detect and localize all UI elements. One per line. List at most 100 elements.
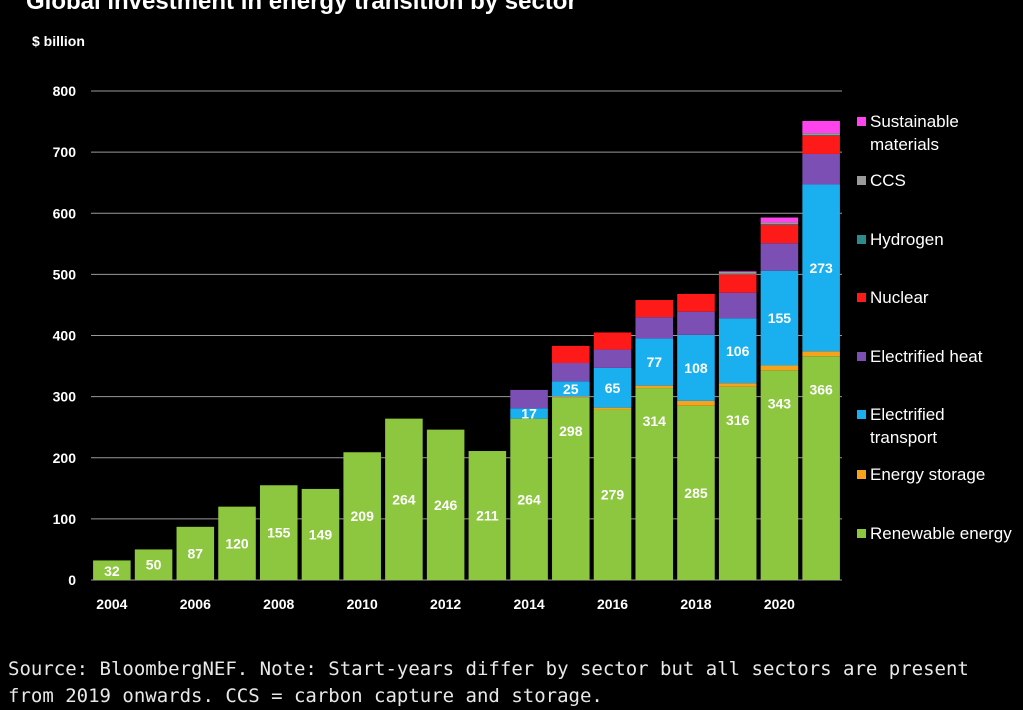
bar-segment — [760, 370, 799, 580]
bar-segment — [301, 488, 340, 580]
legend-item: CCS — [857, 171, 906, 190]
data-label: 366 — [809, 381, 833, 397]
y-tick-label: 200 — [53, 450, 77, 466]
data-label: 106 — [726, 343, 750, 359]
bar-segment — [802, 135, 840, 136]
bar-segment — [677, 400, 715, 406]
data-label: 343 — [768, 395, 792, 411]
bar-segment — [802, 184, 840, 352]
legend-swatch — [857, 235, 866, 244]
legend-label-line: Nuclear — [870, 288, 929, 307]
data-label: 314 — [643, 413, 667, 429]
legend-label: Electrified transport — [870, 405, 945, 447]
bar-segment — [760, 365, 799, 371]
bar-segment — [677, 311, 715, 335]
data-label: 50 — [146, 557, 162, 573]
legend-item: Hydrogen — [857, 230, 944, 249]
bar-segment — [343, 452, 381, 580]
legend-swatch — [857, 352, 866, 361]
data-label: 264 — [517, 491, 541, 507]
data-label: 264 — [392, 491, 416, 507]
legend-label: Sustainable materials — [870, 112, 959, 154]
data-label: 298 — [559, 423, 583, 439]
x-tick-label: 2018 — [680, 596, 711, 612]
y-tick-label: 300 — [53, 389, 77, 405]
x-tick-label: 2012 — [430, 596, 461, 612]
y-axis-ticks: 0 100 200 300 400 500 600 700 800 — [53, 83, 77, 588]
bar-segment — [635, 317, 674, 339]
bar-segment — [93, 560, 131, 580]
bar-segment — [677, 405, 715, 580]
x-axis-ticks: 2004 2006 2008 2010 2012 2014 2016 2018 2020 — [96, 596, 795, 612]
bar-segment — [593, 409, 632, 580]
bar-segment — [176, 526, 215, 580]
legend-item: Energy storage — [857, 465, 985, 484]
legend-label: Nuclear — [870, 288, 929, 307]
legend-item: Electrified transport — [857, 405, 945, 447]
x-tick-label: 2006 — [180, 596, 211, 612]
bar-segment — [510, 389, 548, 409]
bar-segment — [802, 356, 840, 580]
legend-swatch — [857, 410, 866, 419]
bar-segment — [760, 270, 799, 366]
bar-segment — [635, 300, 674, 318]
legend-label-line: Sustainable — [870, 112, 959, 131]
bar-segment — [510, 408, 548, 419]
legend-swatch — [857, 470, 866, 479]
x-tick-label: 2020 — [764, 596, 795, 612]
data-label: 285 — [684, 485, 708, 501]
bar-segment — [552, 381, 590, 397]
bar-segment — [718, 386, 757, 580]
x-tick-label: 2016 — [597, 596, 628, 612]
bar-segment — [760, 243, 799, 271]
y-axis-unit-label: $ billion — [32, 33, 85, 49]
data-label: 120 — [225, 535, 249, 551]
legend-swatch — [857, 293, 866, 302]
x-tick-label: 2004 — [96, 596, 127, 612]
bar-segment — [718, 271, 757, 272]
bar-segment — [593, 407, 632, 410]
chart-title: Global investment in energy transition b… — [26, 0, 577, 15]
legend-label: Energy storage — [870, 465, 985, 484]
x-tick-label: 2008 — [263, 596, 294, 612]
legend-label-line: Hydrogen — [870, 230, 944, 249]
legend-item: Sustainable materials — [857, 112, 959, 154]
data-label: 209 — [351, 508, 375, 524]
data-labels: 32 50 87 120 155 149 209 264 246 211 264 17 298 25 279… — [104, 260, 833, 579]
legend: Sustainable materials CCS Hydrogen Nuclear El… — [857, 112, 1012, 543]
stacked-bar-chart: $ billion 0 100 200 300 400 500 600 700 800 32 50… — [32, 33, 1012, 612]
bar-segment — [593, 367, 632, 408]
data-label: 25 — [563, 381, 579, 397]
legend-label-line: Electrified heat — [870, 347, 983, 366]
bar-segment — [760, 224, 799, 244]
legend-label-line: CCS — [870, 171, 906, 190]
data-label: 279 — [601, 487, 625, 503]
bar-segment — [635, 385, 674, 389]
legend-label-line: materials — [870, 135, 939, 154]
legend-item: Electrified heat — [857, 347, 983, 366]
bar-segment — [760, 224, 799, 225]
bar-segment — [552, 397, 590, 580]
bar-segment — [802, 120, 840, 134]
bar-segment — [677, 293, 715, 312]
bar-segment — [385, 418, 423, 580]
bar-segment — [718, 383, 757, 387]
data-label: 32 — [104, 563, 120, 579]
y-tick-label: 400 — [53, 328, 77, 344]
bar-segment — [760, 222, 799, 225]
bar-segment — [802, 133, 840, 136]
y-tick-label: 600 — [53, 205, 77, 221]
bar-segment — [426, 429, 465, 580]
bar-segment — [259, 485, 298, 580]
bar-segment — [718, 292, 757, 319]
bar-segment — [635, 338, 674, 386]
data-label: 149 — [309, 526, 333, 542]
bar-segment — [802, 153, 840, 185]
data-label: 316 — [726, 412, 750, 428]
bar-segment — [552, 396, 590, 398]
legend-label: Renewable energy — [870, 524, 1012, 543]
bar-segment — [510, 418, 548, 580]
y-tick-label: 500 — [53, 266, 77, 282]
data-label: 17 — [521, 405, 537, 421]
bar-segment — [718, 271, 757, 274]
